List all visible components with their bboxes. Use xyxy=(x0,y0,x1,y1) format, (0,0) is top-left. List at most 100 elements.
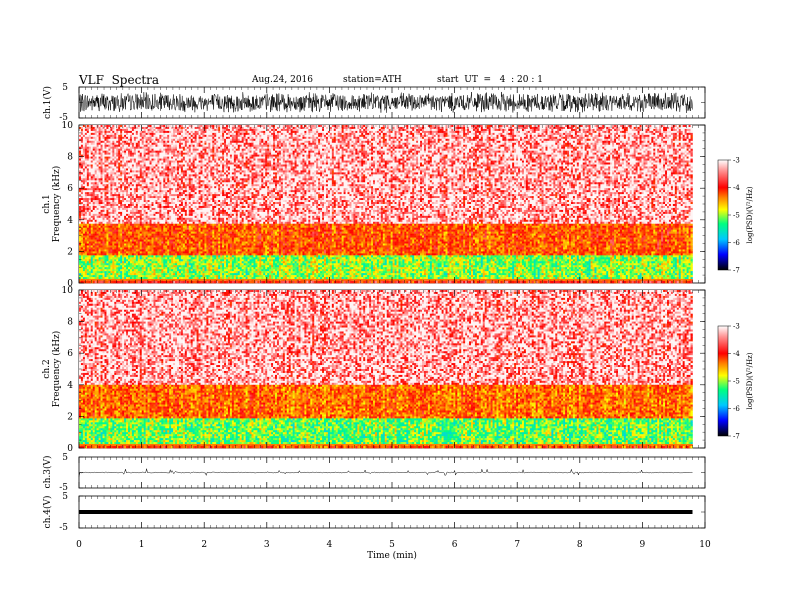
spectrogram-cell xyxy=(447,127,449,129)
spectrogram-cell xyxy=(483,125,485,127)
spectrogram-cell xyxy=(114,127,116,129)
spectrogram-cell xyxy=(655,127,657,129)
spectrogram-cell xyxy=(430,125,432,127)
spectrogram-cell xyxy=(250,129,252,131)
spectrogram-cell xyxy=(526,127,528,129)
spectrogram-cell xyxy=(379,125,381,127)
spectrogram-cell xyxy=(277,127,279,129)
spectrogram-cell xyxy=(226,127,228,129)
spectrogram-cell xyxy=(542,125,544,127)
spectrogram-cell xyxy=(169,129,171,131)
spectrogram-cell xyxy=(555,127,557,129)
spectrogram-cell xyxy=(589,127,591,129)
spectrogram-cell xyxy=(318,127,320,129)
spectrogram-cell xyxy=(477,125,479,127)
spectrogram-cell xyxy=(120,127,122,129)
spectrogram-cell xyxy=(93,129,95,131)
spectrogram-cell xyxy=(673,125,675,127)
spectrogram-cell xyxy=(459,125,461,127)
spectrogram-cell xyxy=(134,125,136,127)
spectrogram-cell xyxy=(144,127,146,129)
spectrogram-cell xyxy=(255,125,257,127)
spectrogram-cell xyxy=(181,129,183,131)
spectrogram-cell xyxy=(594,127,596,129)
spectrogram-cell xyxy=(185,125,187,127)
spectrogram-cell xyxy=(204,129,206,131)
spectrogram-cell xyxy=(285,127,287,129)
spectrogram-cell xyxy=(126,125,128,127)
spectrogram-cell xyxy=(363,125,365,127)
spectrogram-cell xyxy=(183,125,185,127)
spectrogram-cell xyxy=(187,127,189,129)
spectrogram-cell xyxy=(181,125,183,127)
spectrogram-cell xyxy=(436,125,438,127)
spectrogram-cell xyxy=(165,127,167,129)
spectrogram-cell xyxy=(277,125,279,127)
spectrogram-cell xyxy=(320,127,322,129)
spectrogram-cell xyxy=(377,125,379,127)
spectrogram-cell xyxy=(506,125,508,127)
spectrogram-cell xyxy=(191,129,193,131)
spectrogram-cell xyxy=(545,125,547,127)
spectrogram-cell xyxy=(606,125,608,127)
spectrogram-cell xyxy=(263,125,265,127)
spectrogram-cell xyxy=(308,125,310,127)
spectrogram-cell xyxy=(344,127,346,129)
spectrogram-cell xyxy=(295,127,297,129)
spectrogram-cell xyxy=(495,127,497,129)
spectrogram-cell xyxy=(201,129,203,131)
spectrogram-cell xyxy=(587,127,589,129)
spectrogram-cell xyxy=(455,125,457,127)
spectrogram-cell xyxy=(206,125,208,127)
spectrogram-cell xyxy=(540,125,542,127)
spectrogram-cell xyxy=(91,127,93,129)
spectrogram-cell xyxy=(542,127,544,129)
spectrogram-cell xyxy=(120,125,122,127)
spectrogram-cell xyxy=(146,127,148,129)
spectrogram-cell xyxy=(267,125,269,127)
spectrogram-cell xyxy=(585,125,587,127)
spectrogram-cell xyxy=(389,125,391,127)
spectrogram-cell xyxy=(418,127,420,129)
spectrogram-cell xyxy=(661,125,663,127)
spectrogram-cell xyxy=(400,125,402,127)
spectrogram-cell xyxy=(493,127,495,129)
spectrogram-cell xyxy=(250,125,252,127)
spectrogram-cell xyxy=(669,125,671,127)
spectrogram-cell xyxy=(153,125,155,127)
spectrogram-cell xyxy=(549,125,551,127)
spectrogram-cell xyxy=(551,127,553,129)
spectrogram-cell xyxy=(336,125,338,127)
spectrogram-cell xyxy=(240,129,242,131)
spectrogram-cell xyxy=(532,125,534,127)
spectrogram-cell xyxy=(214,125,216,127)
spectrogram-cell xyxy=(622,125,624,127)
spectrogram-cell xyxy=(212,129,214,131)
spectrogram-cell xyxy=(293,127,295,129)
spectrogram-cell xyxy=(520,127,522,129)
spectrogram-cell xyxy=(673,127,675,129)
spectrogram-cell xyxy=(242,127,244,129)
spectrogram-cell xyxy=(155,129,157,131)
spectrogram-cell xyxy=(493,125,495,127)
spectrogram-cell xyxy=(238,125,240,127)
spectrogram-cell xyxy=(408,127,410,129)
spectrogram-cell xyxy=(244,129,246,131)
spectrogram-cell xyxy=(602,127,604,129)
spectrogram-cell xyxy=(253,129,255,131)
spectrogram-cell xyxy=(428,125,430,127)
spectrogram-cell xyxy=(683,127,685,129)
spectrogram-cell xyxy=(514,125,516,127)
spectrogram-cell xyxy=(144,125,146,127)
spectrogram-cell xyxy=(383,125,385,127)
spectrogram-cell xyxy=(314,129,316,131)
spectrogram-cell xyxy=(300,129,302,131)
spectrogram-cell xyxy=(361,127,363,129)
spectrogram-cell xyxy=(273,127,275,129)
spectrogram-cell xyxy=(557,127,559,129)
spectrogram-cell xyxy=(508,127,510,129)
spectrogram-cell xyxy=(530,127,532,129)
spectrogram-cell xyxy=(159,129,161,131)
spectrogram-cell xyxy=(544,127,546,129)
spectrogram-cell xyxy=(226,129,228,131)
